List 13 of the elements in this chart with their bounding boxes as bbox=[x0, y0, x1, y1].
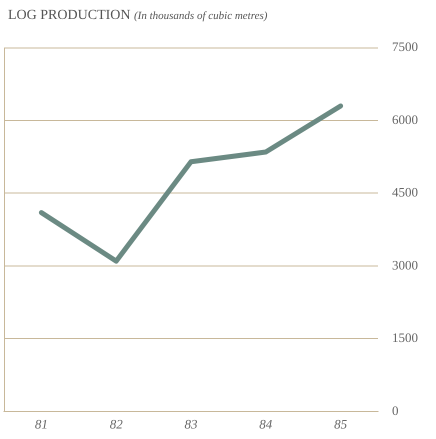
y-tick-label: 4500 bbox=[392, 184, 418, 200]
x-tick-label: 82 bbox=[110, 416, 124, 432]
x-tick-label: 84 bbox=[259, 416, 273, 432]
x-tick-label: 85 bbox=[334, 416, 348, 432]
x-tick-label: 81 bbox=[34, 416, 48, 432]
chart-subtitle: (In thousands of cubic metres) bbox=[134, 10, 268, 22]
y-tick-label: 3000 bbox=[392, 257, 418, 272]
chart-title: LOG PRODUCTION bbox=[8, 8, 130, 23]
y-tick-label: 6000 bbox=[392, 112, 418, 127]
y-tick-label: 1500 bbox=[392, 330, 418, 346]
x-tick-label: 83 bbox=[184, 416, 198, 432]
y-tick-label: 7500 bbox=[392, 39, 418, 54]
y-tick-label: 0 bbox=[392, 402, 398, 418]
